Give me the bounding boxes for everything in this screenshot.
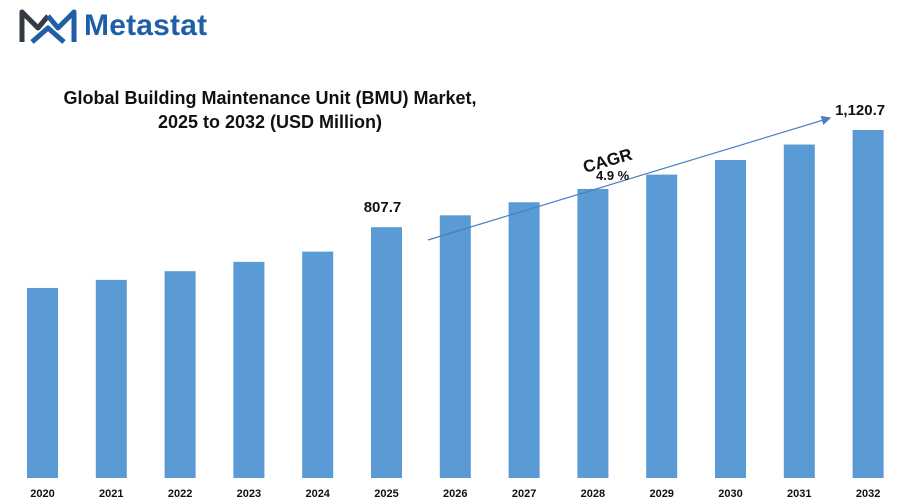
- bar-2023: [233, 261, 265, 478]
- bar-2024: [302, 251, 334, 478]
- x-tick-2025: 2025: [374, 488, 398, 500]
- brand-logo: Metastat: [18, 6, 207, 46]
- chart-title-line-1: Global Building Maintenance Unit (BMU) M…: [63, 88, 477, 108]
- x-tick-2032: 2032: [856, 488, 880, 500]
- cagr-arrow: [427, 115, 832, 241]
- x-tick-2029: 2029: [649, 488, 673, 500]
- x-tick-2027: 2027: [512, 488, 536, 500]
- bar-2029: [646, 174, 678, 478]
- chart-title-line-2: 2025 to 2032 (USD Million): [157, 112, 383, 132]
- bar-2022: [164, 271, 196, 478]
- x-tick-2022: 2022: [168, 488, 192, 500]
- x-tick-2020: 2020: [30, 488, 54, 500]
- x-tick-2030: 2030: [718, 488, 742, 500]
- brand-name: Metastat: [84, 9, 208, 42]
- x-tick-2026: 2026: [443, 488, 467, 500]
- bar-2026: [439, 215, 471, 478]
- bar-2020: [27, 287, 58, 478]
- x-tick-2028: 2028: [581, 488, 605, 500]
- bar-2032: [852, 130, 884, 478]
- metastat-logo-icon: [19, 9, 77, 44]
- chart-title: Global Building Maintenance Unit (BMU) M…: [30, 86, 510, 134]
- bar-2021: [95, 279, 127, 478]
- cagr-value: 4.9 %: [596, 168, 630, 183]
- bar-2028: [577, 188, 609, 478]
- bar-2031: [783, 144, 815, 479]
- x-tick-2024: 2024: [305, 488, 330, 500]
- bar-2025: [371, 227, 402, 478]
- data-label-2025: 807.7: [364, 199, 402, 216]
- bar-2030: [715, 160, 746, 479]
- data-label-2032: 1,120.7: [835, 102, 885, 119]
- x-tick-2031: 2031: [787, 488, 811, 500]
- x-tick-2023: 2023: [237, 488, 261, 500]
- x-tick-2021: 2021: [99, 488, 123, 500]
- bar-2027: [508, 202, 540, 478]
